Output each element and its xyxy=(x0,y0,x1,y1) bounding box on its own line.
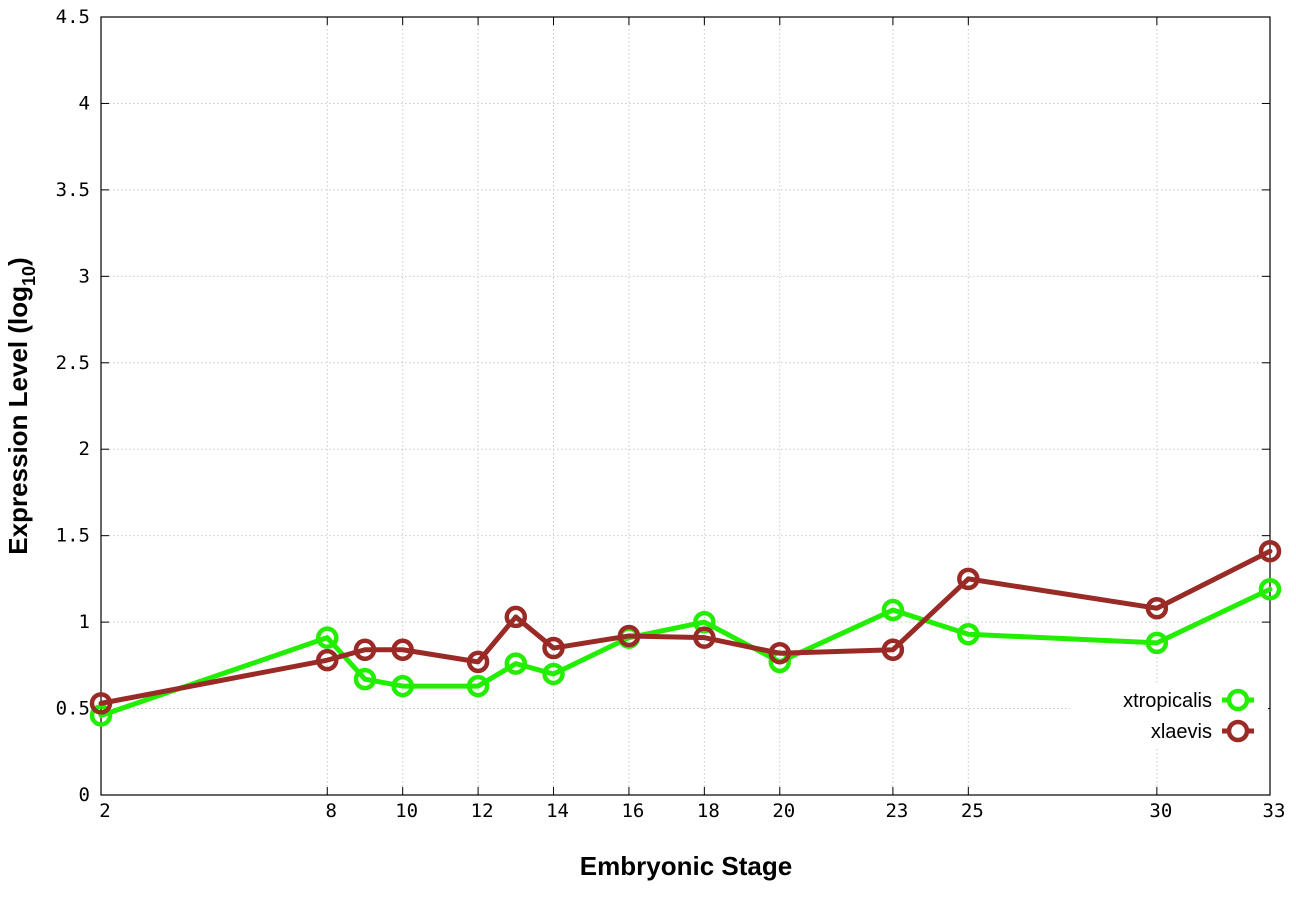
series-xtropicalis xyxy=(89,578,1282,727)
x-tick-label: 23 xyxy=(885,800,908,822)
x-tick-label: 2 xyxy=(99,800,110,822)
x-tick-labels: 2 8 10 12 14 16 18 20 23 25 30 33 xyxy=(99,800,1285,822)
data-point-xtropicalis xyxy=(1258,578,1282,601)
series-layer xyxy=(89,539,1282,727)
y-tick-label: 2.5 xyxy=(56,352,90,374)
y-axis-title-close: ) xyxy=(3,257,33,266)
x-tick-label: 33 xyxy=(1263,800,1286,822)
data-point-xtropicalis xyxy=(466,674,490,698)
y-tick-label: 3 xyxy=(79,265,90,287)
data-point-xtropicalis xyxy=(353,667,377,691)
y-tick-label: 2 xyxy=(79,438,90,460)
data-point-xlaevis xyxy=(881,638,905,662)
x-tick-label: 25 xyxy=(961,800,984,822)
data-point-xlaevis xyxy=(391,638,414,662)
x-tick-label: 8 xyxy=(326,800,337,822)
data-point-xlaevis xyxy=(957,567,980,591)
grid-lines xyxy=(101,17,1270,795)
series-line-xlaevis xyxy=(98,548,1273,706)
y-tick-label: 4 xyxy=(79,92,90,114)
series-line-xtropicalis xyxy=(98,586,1273,718)
data-point-xtropicalis xyxy=(316,626,339,649)
legend-label-xtropicalis: xtropicalis xyxy=(1123,690,1212,712)
y-tick-label: 0.5 xyxy=(56,698,90,720)
y-axis-title: Expression Level (log10) xyxy=(3,257,39,554)
legend-label-xlaevis: xlaevis xyxy=(1151,721,1212,743)
x-axis-title: Embryonic Stage xyxy=(580,851,792,881)
data-point-xlaevis xyxy=(693,626,716,649)
series-xlaevis xyxy=(89,539,1282,715)
data-point-xtropicalis xyxy=(881,598,905,622)
y-axis-title-main: Expression Level (log xyxy=(3,286,33,555)
data-point-xlaevis xyxy=(466,650,490,674)
x-tick-label: 16 xyxy=(621,800,644,822)
data-point-xlaevis xyxy=(89,692,113,715)
legend: xtropicalis xlaevis xyxy=(1070,683,1268,749)
y-tick-label: 1.5 xyxy=(56,525,90,547)
data-point-xlaevis xyxy=(504,605,528,629)
data-point-xlaevis xyxy=(316,648,339,672)
data-point-xtropicalis xyxy=(542,662,565,686)
data-point-xlaevis xyxy=(542,636,565,660)
data-point-xlaevis xyxy=(1145,597,1169,620)
x-tick-label: 14 xyxy=(546,800,569,822)
data-point-xtropicalis xyxy=(957,622,980,646)
y-tick-labels: 0 0.5 1 1.5 2 2.5 3 3.5 4 4.5 xyxy=(56,6,90,806)
data-point-xlaevis xyxy=(1258,539,1282,563)
data-point-xtropicalis xyxy=(693,610,716,634)
x-tick-label: 18 xyxy=(697,800,720,822)
data-point-xlaevis xyxy=(353,638,377,662)
x-tick-label: 20 xyxy=(772,800,795,822)
y-tick-label: 3.5 xyxy=(56,179,90,201)
y-tick-label: 1 xyxy=(79,611,90,633)
x-tick-label: 30 xyxy=(1149,800,1172,822)
data-point-xtropicalis xyxy=(391,674,414,698)
x-tick-label: 10 xyxy=(395,800,418,822)
tick-marks xyxy=(100,16,1271,796)
y-axis-title-subscript: 10 xyxy=(19,266,39,286)
data-point-xlaevis xyxy=(617,624,641,648)
x-tick-label: 12 xyxy=(471,800,494,822)
y-tick-label: 4.5 xyxy=(56,6,90,28)
data-point-xtropicalis xyxy=(89,704,113,727)
data-point-xtropicalis xyxy=(1145,631,1169,655)
data-point-xlaevis xyxy=(768,641,792,665)
data-point-xtropicalis xyxy=(504,652,528,675)
plot-frame xyxy=(100,16,1271,796)
y-tick-label: 0 xyxy=(79,784,90,806)
legend-marker-xlaevis xyxy=(1226,719,1250,743)
legend-marker-xtropicalis xyxy=(1226,688,1250,712)
